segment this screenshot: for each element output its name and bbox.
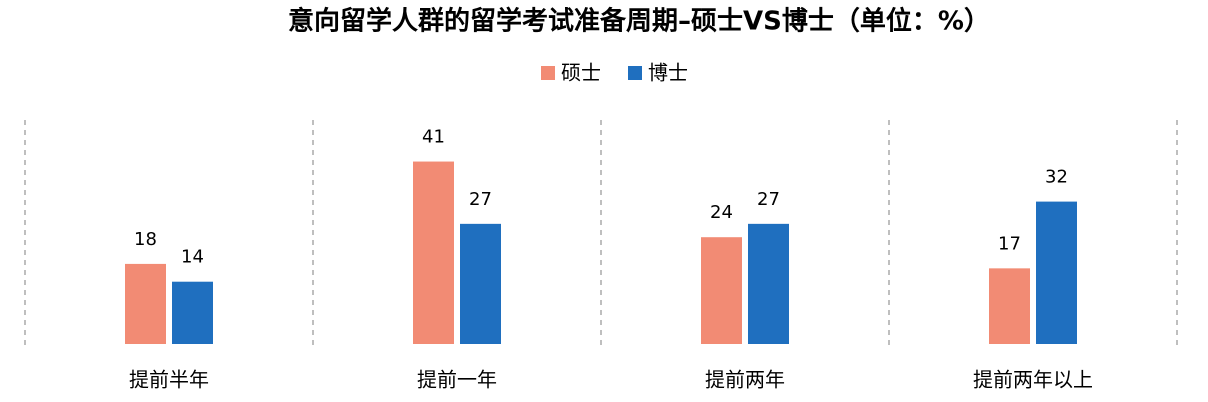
bar	[125, 263, 166, 344]
chart-title: 意向留学人群的留学考试准备周期–硕士VS博士（单位：%）	[288, 6, 990, 37]
value-label: 14	[181, 247, 204, 268]
bar	[989, 268, 1030, 344]
value-label: 24	[710, 202, 733, 223]
value-label: 18	[134, 229, 157, 250]
bar	[748, 223, 789, 344]
x-tick-label: 提前两年	[705, 368, 785, 392]
bar	[701, 237, 742, 344]
value-label: 32	[1045, 167, 1068, 188]
x-tick-label: 提前两年以上	[973, 368, 1093, 392]
bar	[460, 223, 501, 344]
legend-label: 博士	[648, 61, 688, 85]
value-label: 41	[422, 127, 445, 148]
bar	[1036, 201, 1077, 344]
legend-swatch	[541, 66, 555, 80]
bar	[413, 161, 454, 344]
bar	[172, 281, 213, 344]
legend-swatch	[628, 66, 642, 80]
value-label: 17	[998, 233, 1021, 254]
value-label: 27	[469, 189, 492, 210]
legend-label: 硕士	[561, 61, 601, 85]
x-tick-label: 提前半年	[129, 368, 209, 392]
x-tick-label: 提前一年	[417, 368, 497, 392]
value-label: 27	[757, 189, 780, 210]
